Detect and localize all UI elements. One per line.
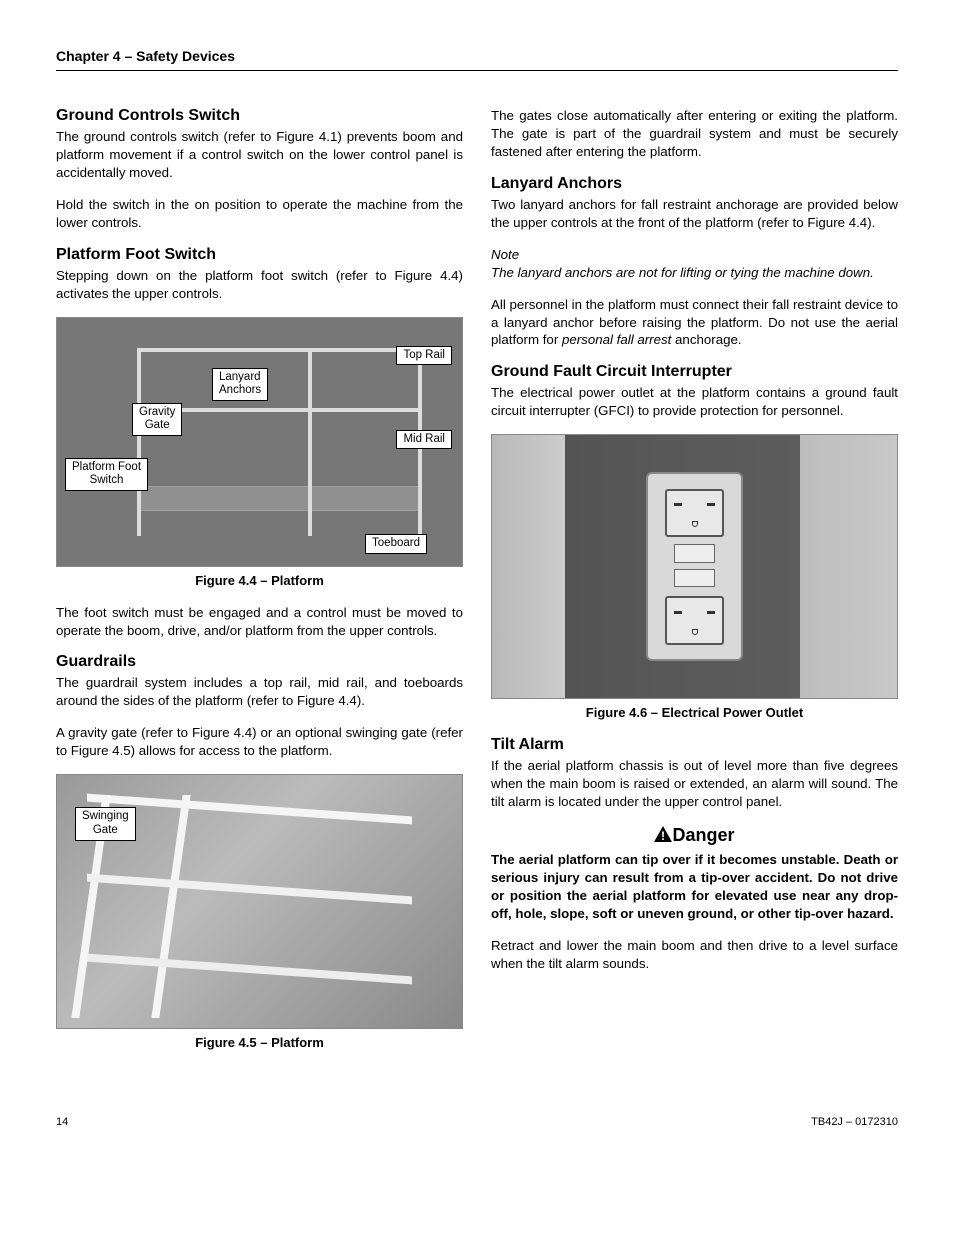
heading-gfci: Ground Fault Circuit Interrupter xyxy=(491,363,898,381)
figure-4-4-caption: Figure 4.4 – Platform xyxy=(56,573,463,588)
figure-4-4: Top Rail Lanyard Anchors Gravity Gate Mi… xyxy=(56,317,463,567)
para-lanyard-2b: anchorage. xyxy=(671,332,741,347)
figure-4-6-caption: Figure 4.6 – Electrical Power Outlet xyxy=(491,705,898,720)
figure-4-5: Swinging Gate xyxy=(56,774,463,1029)
outlet-slot-2 xyxy=(707,503,715,506)
heading-guardrails: Guardrails xyxy=(56,653,463,671)
callout-platform-foot-switch: Platform Foot Switch xyxy=(65,458,148,492)
para-ground-controls-2: Hold the switch in the on position to op… xyxy=(56,196,463,232)
callout-gravity-line2: Gate xyxy=(145,419,170,431)
outlet-plate xyxy=(646,472,743,661)
figure-4-5-caption: Figure 4.5 – Platform xyxy=(56,1035,463,1050)
gate-post-2 xyxy=(151,795,190,1018)
callout-lanyard-line1: Lanyard xyxy=(219,371,261,383)
gate-bar-2 xyxy=(87,874,412,905)
para-lanyard-2: All personnel in the platform must conne… xyxy=(491,296,898,350)
callout-lanyard-line2: Anchors xyxy=(219,384,261,396)
para-gates-close: The gates close automatically after ente… xyxy=(491,107,898,161)
gfci-reset-button xyxy=(674,569,715,588)
para-lanyard-1: Two lanyard anchors for fall restraint a… xyxy=(491,196,898,232)
heading-lanyard-anchors: Lanyard Anchors xyxy=(491,175,898,193)
danger-body: The aerial platform can tip over if it b… xyxy=(491,851,898,923)
heading-tilt-alarm: Tilt Alarm xyxy=(491,736,898,754)
callout-pfs-line2: Switch xyxy=(90,474,124,486)
gfci-test-button xyxy=(674,544,715,563)
gate-bar-1 xyxy=(87,794,412,825)
basket-post-mid xyxy=(308,348,312,536)
para-foot-switch-2: The foot switch must be engaged and a co… xyxy=(56,604,463,640)
two-column-layout: Ground Controls Switch The ground contro… xyxy=(56,107,898,1066)
chapter-header: Chapter 4 – Safety Devices xyxy=(56,48,898,71)
callout-lanyard-anchors: Lanyard Anchors xyxy=(212,368,268,402)
footer-doc-id: TB42J – 0172310 xyxy=(811,1116,898,1128)
outlet-ground-2 xyxy=(692,629,698,635)
danger-label: Danger xyxy=(672,825,734,845)
callout-mid-rail: Mid Rail xyxy=(396,430,452,450)
danger-heading: ! Danger xyxy=(491,825,898,847)
para-foot-switch-1: Stepping down on the platform foot switc… xyxy=(56,267,463,303)
gate-bar-3 xyxy=(87,954,412,985)
para-ground-controls-1: The ground controls switch (refer to Fig… xyxy=(56,128,463,182)
page-footer: 14 TB42J – 0172310 xyxy=(56,1116,898,1128)
warning-icon: ! xyxy=(654,826,672,847)
heading-ground-controls: Ground Controls Switch xyxy=(56,107,463,125)
callout-gravity-line1: Gravity xyxy=(139,406,175,418)
callout-swinging-gate: Swinging Gate xyxy=(75,807,136,841)
outlet-top xyxy=(665,489,725,537)
outlet-ground-1 xyxy=(692,521,698,527)
para-lanyard-2em: personal fall arrest xyxy=(562,332,671,347)
left-column: Ground Controls Switch The ground contro… xyxy=(56,107,463,1066)
outlet-slot-4 xyxy=(707,611,715,614)
para-retract-boom: Retract and lower the main boom and then… xyxy=(491,937,898,973)
callout-pfs-line1: Platform Foot xyxy=(72,461,141,473)
basket-post-left xyxy=(137,348,141,536)
right-column: The gates close automatically after ente… xyxy=(491,107,898,1066)
note-body: The lanyard anchors are not for lifting … xyxy=(491,265,874,280)
callout-top-rail: Top Rail xyxy=(396,346,452,366)
footer-page-number: 14 xyxy=(56,1116,68,1128)
callout-swinging-line2: Gate xyxy=(93,824,118,836)
heading-platform-foot-switch: Platform Foot Switch xyxy=(56,246,463,264)
outlet-slot-3 xyxy=(674,611,682,614)
callout-toeboard: Toeboard xyxy=(365,534,427,554)
callout-gravity-gate: Gravity Gate xyxy=(132,403,182,437)
outlet-slot-1 xyxy=(674,503,682,506)
note-label: Note xyxy=(491,247,519,262)
para-tilt-alarm: If the aerial platform chassis is out of… xyxy=(491,757,898,811)
basket-floor xyxy=(137,486,422,511)
svg-text:!: ! xyxy=(661,829,665,842)
para-gfci: The electrical power outlet at the platf… xyxy=(491,384,898,420)
callout-swinging-line1: Swinging xyxy=(82,810,129,822)
outlet-bottom xyxy=(665,596,725,644)
para-guardrails-2: A gravity gate (refer to Figure 4.4) or … xyxy=(56,724,463,760)
figure-4-6 xyxy=(491,434,898,699)
para-guardrails-1: The guardrail system includes a top rail… xyxy=(56,674,463,710)
note-block: Note The lanyard anchors are not for lif… xyxy=(491,246,898,282)
basket-top-rail xyxy=(137,348,422,352)
